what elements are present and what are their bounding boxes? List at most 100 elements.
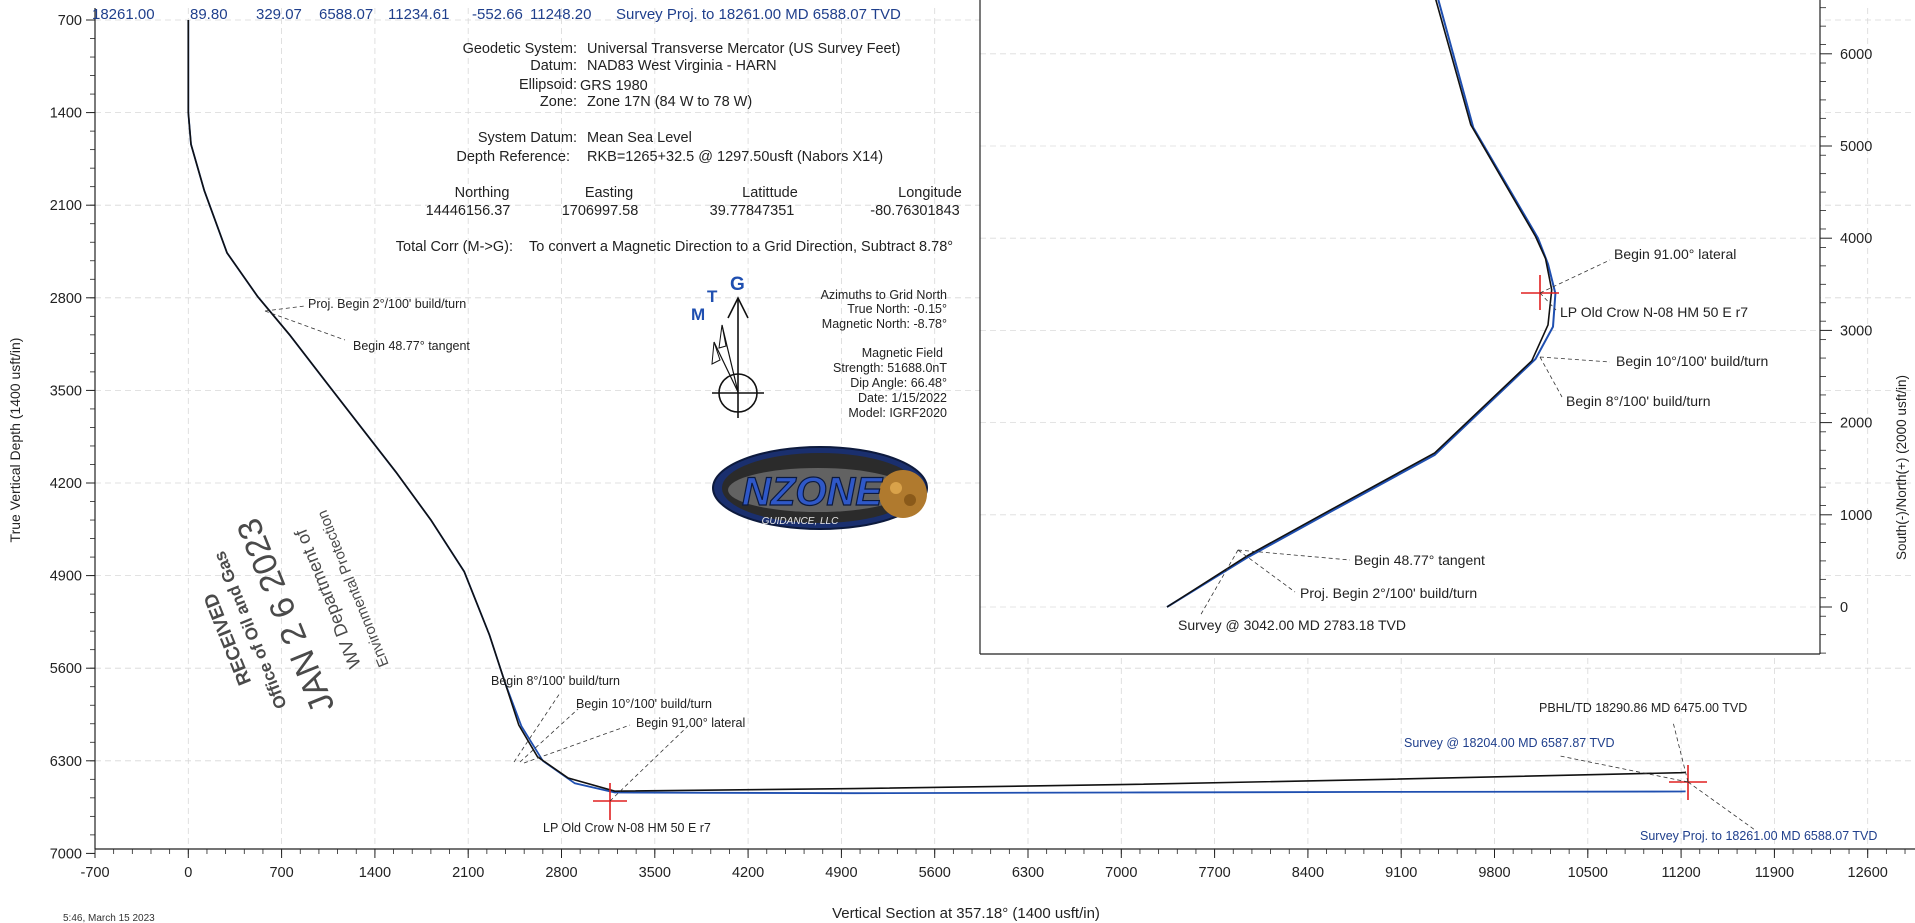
inset-leader-lines (1199, 259, 1611, 617)
y-tick-label: 6300 (50, 754, 82, 770)
inset-annotation-label: Survey @ 3042.00 MD 2783.18 TVD (1178, 617, 1406, 633)
datum-key: Datum: (530, 58, 577, 74)
x-tick-label: 2100 (452, 865, 484, 881)
company-logo: NZONE GUIDANCE, LLC (712, 446, 928, 530)
inset-y-ticks: 0 1000 2000 3000 4000 5000 6000 (1820, 7, 1872, 654)
annotation-label: Survey @ 18204.00 MD 6587.87 TVD (1404, 736, 1615, 750)
annotation-label: LP Old Crow N-08 HM 50 E r7 (543, 821, 711, 835)
received-stamp: RECEIVED Office of Oil and Gas JAN 2 6 2… (200, 508, 392, 719)
x-tick-label: 9800 (1478, 865, 1510, 881)
x-tick-label: -700 (80, 865, 109, 881)
y-tick-label: 3500 (50, 383, 82, 399)
x-tick-label: 8400 (1292, 865, 1324, 881)
y-tick-label: 2100 (50, 198, 82, 214)
annotation-label: Begin 48.77° tangent (353, 339, 470, 353)
inset-tick-label: 6000 (1840, 47, 1872, 63)
y-axis-ticks: 700 1400 2100 2800 3500 4200 4900 5600 6300 7000 (50, 13, 95, 862)
plan-view-inset: 0 1000 2000 3000 4000 5000 6000 South(-)/North… (979, 0, 1909, 655)
inset-annotation-label: Begin 91.00° lateral (1614, 246, 1736, 262)
header-value-ns: 11234.61 (388, 6, 449, 23)
depth-ref-val: RKB=1265+32.5 @ 1297.50usft (Nabors X14) (587, 149, 883, 165)
header-value-ew: -552.66 (472, 6, 523, 23)
system-datum-val: Mean Sea Level (587, 130, 692, 146)
inset-annotation-label: Begin 48.77° tangent (1354, 552, 1485, 568)
x-tick-label: 9100 (1385, 865, 1417, 881)
annotation-label: Begin 8°/100' build/turn (491, 674, 620, 688)
inset-tick-label: 2000 (1840, 416, 1872, 432)
inset-y-axis-title: South(-)/North(+) (2000 usft/in) (1894, 375, 1909, 560)
header-value-vs: 11248.20 (530, 6, 591, 23)
longitude-value: -80.76301843 (870, 203, 960, 219)
y-tick-label: 4200 (50, 476, 82, 492)
northing-value: 14446156.37 (426, 203, 511, 219)
ellipsoid-key: Ellipsoid: (519, 77, 577, 93)
annotation-label: Begin 10°/100' build/turn (576, 697, 712, 711)
datum-val: NAD83 West Virginia - HARN (587, 58, 777, 74)
x-tick-label: 11200 (1661, 865, 1700, 881)
inset-tick-label: 4000 (1840, 231, 1872, 247)
y-tick-label: 1400 (50, 106, 82, 122)
inset-annotation-label: Begin 8°/100' build/turn (1566, 393, 1710, 409)
annotation-label: Proj. Begin 2°/100' build/turn (308, 297, 466, 311)
logo-text: NZONE (742, 470, 883, 514)
x-axis-ticks: -700 0 700 1400 2100 2800 3500 4200 4900 5600 6300… (80, 849, 1888, 881)
depth-ref-key: Depth Reference: (456, 149, 570, 165)
inset-grid (980, 53, 1820, 608)
annotation-label: Survey Proj. to 18261.00 MD 6588.07 TVD (1640, 829, 1877, 843)
true-north-letter: T (707, 287, 718, 306)
magnetic-line: Magnetic Field (862, 346, 943, 360)
x-tick-label: 7700 (1198, 865, 1230, 881)
azimuth-line: Azimuths to Grid North (821, 288, 947, 302)
x-tick-label: 1400 (359, 865, 391, 881)
inset-annotation-label: Begin 10°/100' build/turn (1616, 353, 1768, 369)
latitude-header: Latittude (742, 185, 798, 201)
inset-annotations: Begin 91.00° lateral LP Old Crow N-08 HM… (1178, 246, 1768, 633)
y-tick-label: 700 (58, 13, 82, 29)
azimuth-line: Magnetic North: -8.78° (822, 317, 947, 331)
inset-plan-wellpath-line (1166, 0, 1553, 608)
y-tick-label: 7000 (50, 846, 82, 862)
magnetic-line: Model: IGRF2020 (848, 406, 947, 420)
easting-value: 1706997.58 (562, 203, 639, 219)
x-tick-label: 4200 (732, 865, 764, 881)
magnetic-line: Date: 1/15/2022 (858, 391, 947, 405)
northing-header: Northing (455, 185, 510, 201)
inset-annotation-label: Proj. Begin 2°/100' build/turn (1300, 585, 1477, 601)
annotation-label: PBHL/TD 18290.86 MD 6475.00 TVD (1539, 701, 1747, 715)
total-corr-key: Total Corr (M->G): (396, 239, 513, 255)
longitude-header: Longitude (898, 185, 962, 201)
grid-north-letter: G (730, 274, 745, 295)
inset-tick-label: 0 (1840, 600, 1848, 616)
inset-tick-label: 1000 (1840, 508, 1872, 524)
logo-subtext: GUIDANCE, LLC (762, 516, 839, 527)
geodetic-key: Geodetic System: (463, 41, 577, 57)
azimuth-line: True North: -0.15° (847, 302, 947, 316)
x-tick-label: 11900 (1755, 865, 1794, 881)
x-tick-label: 6300 (1012, 865, 1044, 881)
geodetic-info: Geodetic System: Universal Transverse Me… (396, 41, 962, 255)
header-row: 18261.00 89.80 329.07 6588.07 11234.61 -… (92, 6, 901, 23)
y-tick-label: 4900 (50, 569, 82, 585)
header-value-azi: 329.07 (256, 6, 302, 23)
x-tick-label: 7000 (1105, 865, 1137, 881)
y-tick-label: 5600 (50, 661, 82, 677)
magnetic-line: Dip Angle: 66.48° (850, 376, 947, 390)
footer-timestamp: 5:46, March 15 2023 (63, 913, 155, 923)
x-tick-label: 0 (184, 865, 192, 881)
x-tick-label: 700 (269, 865, 293, 881)
x-tick-label: 4900 (825, 865, 857, 881)
north-arrow-icon: G T M (691, 274, 764, 418)
geodetic-val: Universal Transverse Mercator (US Survey… (587, 41, 900, 57)
y-axis-title: True Vertical Depth (1400 usft/in) (7, 338, 23, 543)
plan-wellpath-line (187, 20, 1686, 793)
header-label: Survey Proj. to 18261.00 MD 6588.07 TVD (616, 6, 901, 23)
x-tick-label: 3500 (639, 865, 671, 881)
inset-actual-wellpath-line (1166, 0, 1557, 608)
inset-annotation-label: LP Old Crow N-08 HM 50 E r7 (1560, 304, 1748, 320)
x-tick-label: 10500 (1568, 865, 1608, 881)
inset-tick-label: 5000 (1840, 139, 1872, 155)
x-axis-title: Vertical Section at 357.18° (1400 usft/i… (832, 905, 1100, 922)
azimuth-info: Azimuths to Grid North True North: -0.15… (821, 288, 948, 420)
magnetic-north-letter: M (691, 305, 705, 324)
inset-tick-label: 3000 (1840, 323, 1872, 339)
